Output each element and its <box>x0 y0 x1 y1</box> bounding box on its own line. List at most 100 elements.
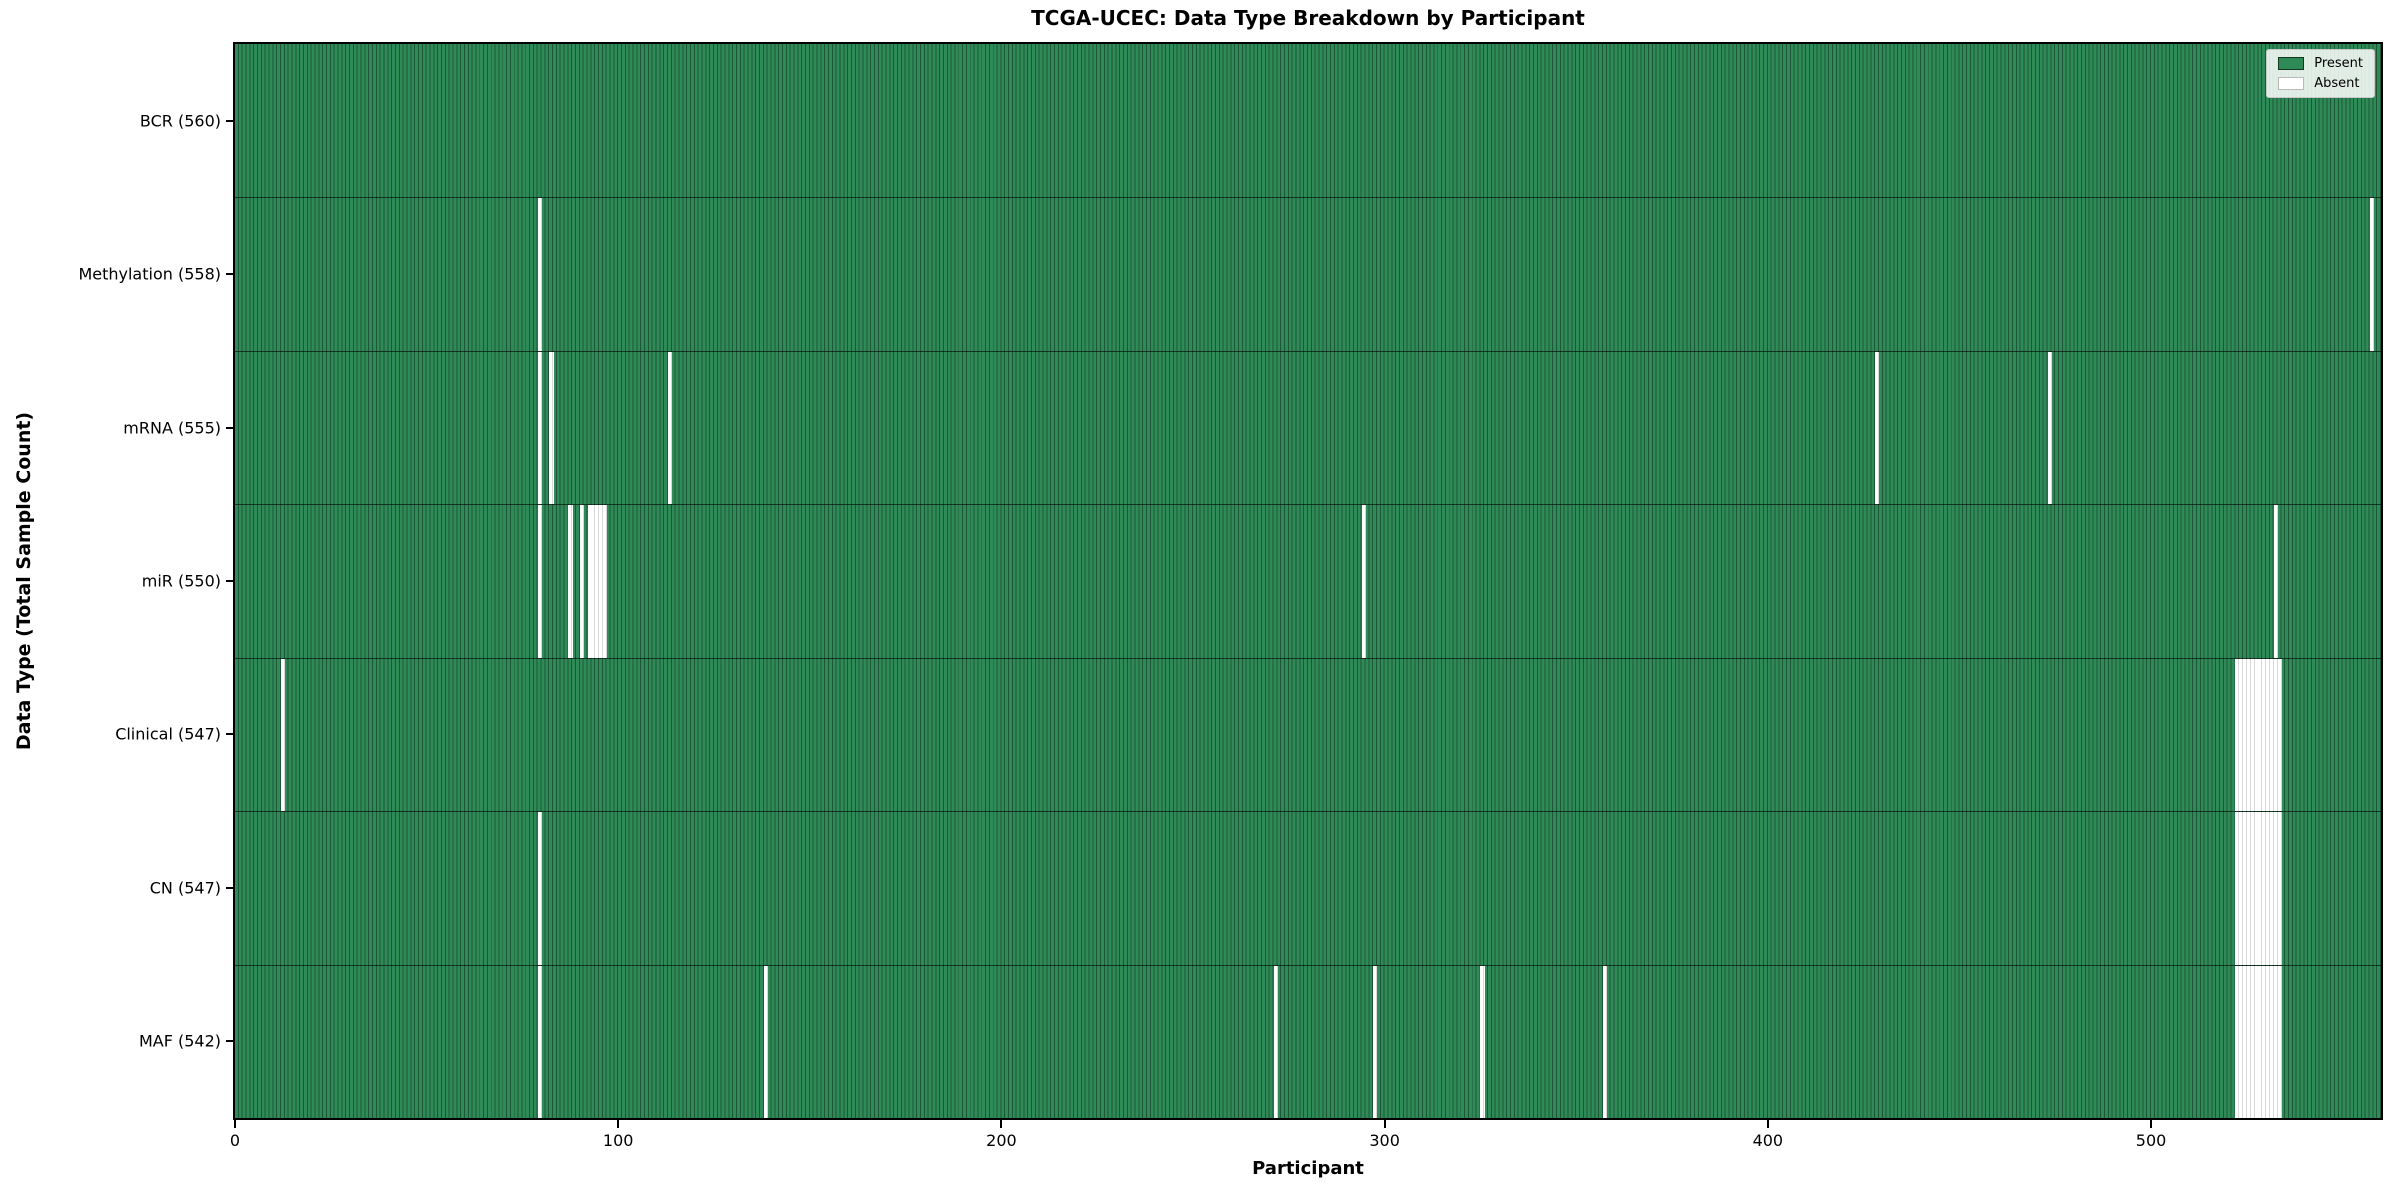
absent-gap <box>2047 351 2052 505</box>
absent-gap <box>2243 965 2248 1118</box>
y-tick-mark <box>226 580 233 582</box>
x-tick-label: 400 <box>1752 1131 1784 1150</box>
row-band-clinical <box>235 657 2381 812</box>
chart-title: TCGA-UCEC: Data Type Breakdown by Partic… <box>1031 6 1585 30</box>
absent-gap <box>2277 812 2282 965</box>
legend: Present Absent <box>2266 49 2375 98</box>
absent-gap <box>2277 658 2282 812</box>
x-tick-mark <box>617 1120 620 1128</box>
y-tick-label: mRNA (555) <box>123 418 221 438</box>
plot-area: Present Absent <box>233 42 2383 1120</box>
x-tick-label: 100 <box>602 1131 634 1150</box>
absent-gap <box>2235 658 2240 812</box>
absent-gap <box>2239 965 2244 1118</box>
absent-gap <box>2269 812 2275 965</box>
legend-present-label: Present <box>2314 56 2363 71</box>
absent-gap <box>579 505 585 658</box>
absent-gap <box>2258 965 2263 1118</box>
x-tick-mark <box>234 1120 236 1128</box>
absent-gap <box>2250 658 2256 812</box>
absent-gap <box>587 505 592 658</box>
x-tick-label: 500 <box>2135 1131 2167 1150</box>
absent-gap <box>599 505 604 658</box>
x-tick-mark <box>1766 1120 1769 1128</box>
y-tick-label: MAF (542) <box>138 1031 221 1051</box>
absent-gap <box>568 505 573 658</box>
legend-item-absent: Absent <box>2278 77 2363 90</box>
y-tick-label: Methylation (558) <box>78 264 221 284</box>
legend-absent-swatch <box>2278 77 2305 90</box>
legend-present-swatch <box>2278 57 2305 70</box>
absent-gap <box>1603 965 1608 1118</box>
absent-gap <box>2269 965 2275 1118</box>
row-band-methylation <box>235 197 2381 351</box>
row-band-mrna <box>235 350 2381 505</box>
absent-gap <box>2258 658 2263 812</box>
row-band-maf <box>235 964 2381 1118</box>
y-tick-label: miR (550) <box>141 571 221 591</box>
x-tick-label: 200 <box>986 1131 1017 1150</box>
absent-gap <box>280 658 286 812</box>
x-axis-label: Participant <box>1252 1158 1364 1179</box>
legend-absent-label: Absent <box>2314 76 2360 91</box>
absent-gap <box>2246 658 2252 812</box>
absent-gap <box>2250 965 2256 1118</box>
absent-gap <box>2266 658 2271 812</box>
absent-gap <box>2239 812 2244 965</box>
absent-gap <box>2262 965 2267 1118</box>
y-tick-mark <box>226 886 233 889</box>
absent-gap <box>595 505 600 658</box>
x-tick-mark <box>1383 1120 1386 1128</box>
absent-gap <box>1273 965 1278 1118</box>
absent-gap <box>2266 965 2271 1118</box>
row-band-cn <box>235 811 2381 965</box>
absent-gap <box>2273 812 2279 965</box>
x-tick-label: 0 <box>229 1131 241 1150</box>
absent-gap <box>2243 812 2248 965</box>
absent-gap <box>1373 965 1378 1118</box>
y-tick-label: Clinical (547) <box>115 724 221 744</box>
absent-gap <box>2246 812 2252 965</box>
absent-gap <box>2246 965 2252 1118</box>
y-tick-mark <box>226 273 233 276</box>
absent-gap <box>549 351 554 505</box>
absent-gap <box>2254 812 2259 965</box>
absent-gap <box>537 965 543 1118</box>
y-tick-mark <box>226 119 233 122</box>
absent-gap <box>2262 658 2267 812</box>
row-band-bcr <box>235 44 2381 198</box>
absent-gap <box>2273 965 2279 1118</box>
y-tick-mark <box>226 426 233 429</box>
absent-gap <box>2258 812 2263 965</box>
absent-gap <box>2273 505 2279 658</box>
absent-gap <box>1875 351 1880 505</box>
absent-gap <box>2243 658 2248 812</box>
absent-gap <box>2254 965 2259 1118</box>
absent-gap <box>2235 965 2240 1118</box>
absent-gap <box>2239 658 2244 812</box>
absent-gap <box>2262 812 2267 965</box>
y-tick-label: BCR (560) <box>139 111 221 131</box>
y-tick-mark <box>226 1040 233 1043</box>
absent-gap <box>2273 658 2279 812</box>
row-band-mir <box>235 504 2381 658</box>
absent-gap <box>537 812 543 965</box>
absent-gap <box>2250 812 2256 965</box>
x-tick-label: 300 <box>1369 1131 1400 1150</box>
absent-gap <box>537 351 543 505</box>
absent-gap <box>537 198 543 351</box>
absent-gap <box>2269 658 2275 812</box>
absent-gap <box>591 505 596 658</box>
absent-gap <box>1361 505 1366 658</box>
absent-gap <box>2266 812 2271 965</box>
absent-gap <box>537 505 543 658</box>
absent-gap <box>1480 965 1485 1118</box>
absent-gap <box>2369 198 2374 351</box>
absent-gap <box>2254 658 2259 812</box>
absent-gap <box>602 505 608 658</box>
x-tick-mark <box>2150 1120 2153 1128</box>
absent-gap <box>2277 965 2282 1118</box>
x-tick-mark <box>1000 1120 1003 1128</box>
y-tick-label: CN (547) <box>149 878 221 898</box>
y-tick-mark <box>226 733 233 736</box>
